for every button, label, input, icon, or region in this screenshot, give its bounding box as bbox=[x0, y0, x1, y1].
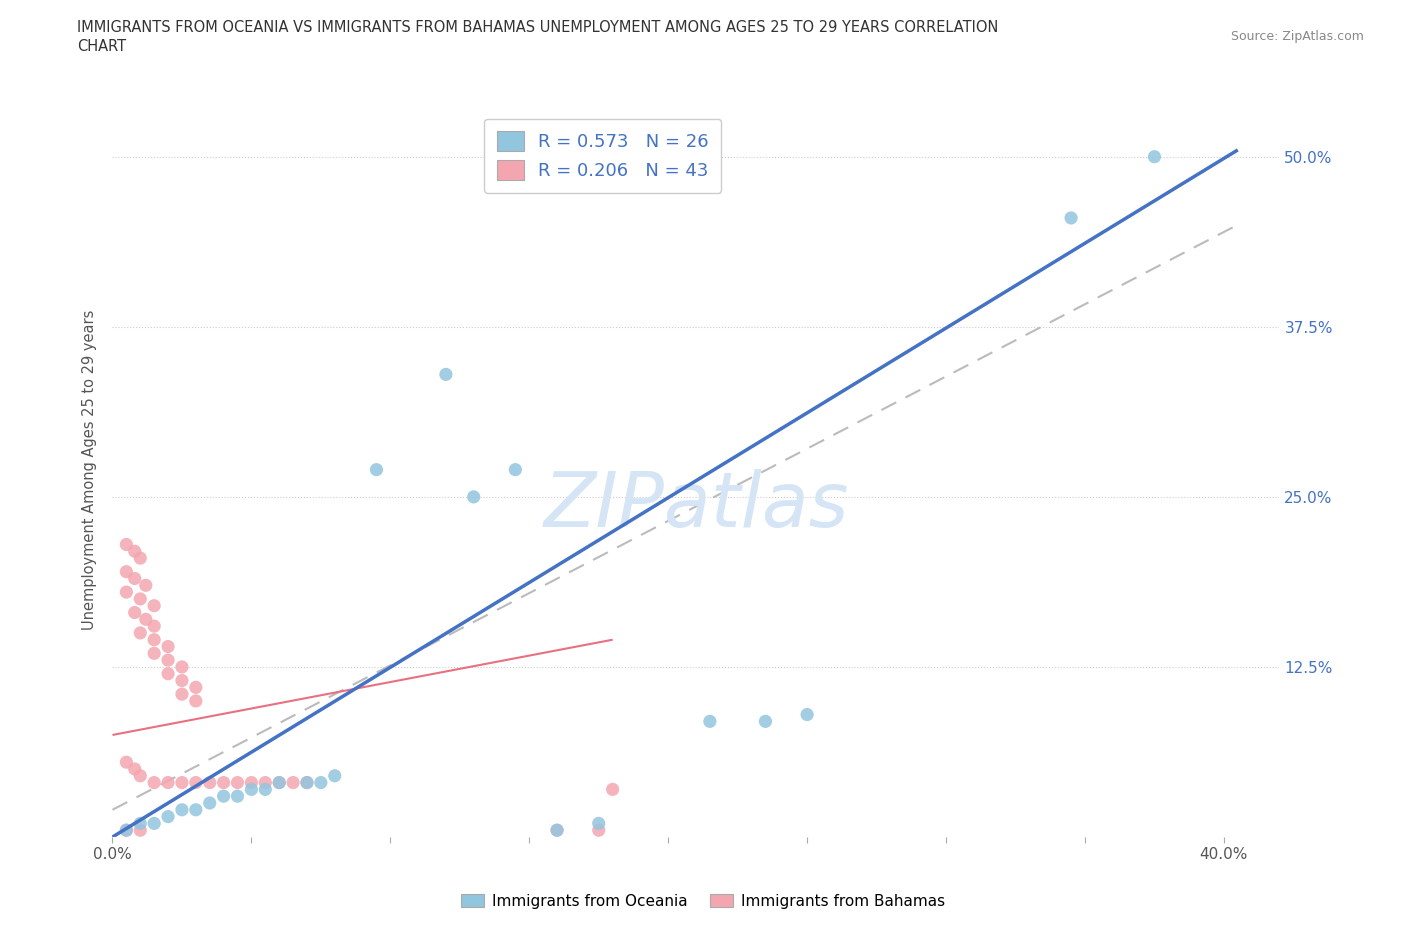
Point bbox=[170, 659, 193, 674]
Point bbox=[184, 775, 207, 790]
Point bbox=[463, 489, 485, 504]
Point bbox=[588, 823, 610, 838]
Point bbox=[143, 618, 166, 633]
Point bbox=[129, 551, 152, 565]
Text: CHART: CHART bbox=[77, 39, 127, 54]
Point bbox=[699, 714, 721, 729]
Point bbox=[366, 462, 388, 477]
Point bbox=[588, 816, 610, 830]
Legend: Immigrants from Oceania, Immigrants from Bahamas: Immigrants from Oceania, Immigrants from… bbox=[456, 887, 950, 915]
Point bbox=[115, 585, 138, 600]
Point bbox=[602, 782, 624, 797]
Point bbox=[170, 673, 193, 688]
Point bbox=[143, 598, 166, 613]
Point bbox=[115, 823, 138, 838]
Point bbox=[143, 816, 166, 830]
Point bbox=[143, 646, 166, 661]
Point bbox=[115, 823, 138, 838]
Text: IMMIGRANTS FROM OCEANIA VS IMMIGRANTS FROM BAHAMAS UNEMPLOYMENT AMONG AGES 25 TO: IMMIGRANTS FROM OCEANIA VS IMMIGRANTS FR… bbox=[77, 20, 998, 35]
Point bbox=[184, 694, 207, 709]
Point bbox=[115, 755, 138, 770]
Point bbox=[170, 775, 193, 790]
Point bbox=[135, 578, 157, 592]
Point bbox=[269, 775, 291, 790]
Point bbox=[226, 775, 249, 790]
Point bbox=[157, 809, 180, 824]
Point bbox=[157, 666, 180, 681]
Point bbox=[124, 762, 146, 777]
Point bbox=[240, 775, 263, 790]
Text: Source: ZipAtlas.com: Source: ZipAtlas.com bbox=[1230, 30, 1364, 43]
Point bbox=[505, 462, 527, 477]
Point bbox=[434, 367, 457, 382]
Point bbox=[115, 565, 138, 579]
Point bbox=[796, 707, 818, 722]
Point bbox=[170, 803, 193, 817]
Point bbox=[184, 803, 207, 817]
Point bbox=[295, 775, 318, 790]
Point bbox=[226, 789, 249, 804]
Point bbox=[129, 591, 152, 606]
Point bbox=[115, 537, 138, 551]
Point bbox=[198, 775, 221, 790]
Point bbox=[124, 605, 146, 620]
Point bbox=[184, 680, 207, 695]
Point bbox=[295, 775, 318, 790]
Point bbox=[546, 823, 568, 838]
Point bbox=[129, 768, 152, 783]
Point bbox=[1143, 150, 1166, 165]
Point bbox=[157, 653, 180, 668]
Point bbox=[212, 789, 235, 804]
Point bbox=[124, 571, 146, 586]
Point bbox=[129, 823, 152, 838]
Point bbox=[198, 795, 221, 810]
Point bbox=[124, 544, 146, 559]
Point bbox=[254, 782, 277, 797]
Point bbox=[157, 775, 180, 790]
Y-axis label: Unemployment Among Ages 25 to 29 years: Unemployment Among Ages 25 to 29 years bbox=[82, 310, 97, 630]
Point bbox=[143, 775, 166, 790]
Point bbox=[170, 686, 193, 701]
Point bbox=[254, 775, 277, 790]
Point bbox=[240, 782, 263, 797]
Point bbox=[143, 632, 166, 647]
Point bbox=[212, 775, 235, 790]
Point bbox=[157, 639, 180, 654]
Point bbox=[135, 612, 157, 627]
Point bbox=[1060, 210, 1083, 225]
Point bbox=[129, 626, 152, 641]
Legend: R = 0.573   N = 26, R = 0.206   N = 43: R = 0.573 N = 26, R = 0.206 N = 43 bbox=[484, 119, 721, 193]
Text: ZIPatlas: ZIPatlas bbox=[543, 470, 849, 543]
Point bbox=[309, 775, 332, 790]
Point bbox=[546, 823, 568, 838]
Point bbox=[323, 768, 346, 783]
Point bbox=[129, 816, 152, 830]
Point bbox=[269, 775, 291, 790]
Point bbox=[281, 775, 304, 790]
Point bbox=[754, 714, 776, 729]
